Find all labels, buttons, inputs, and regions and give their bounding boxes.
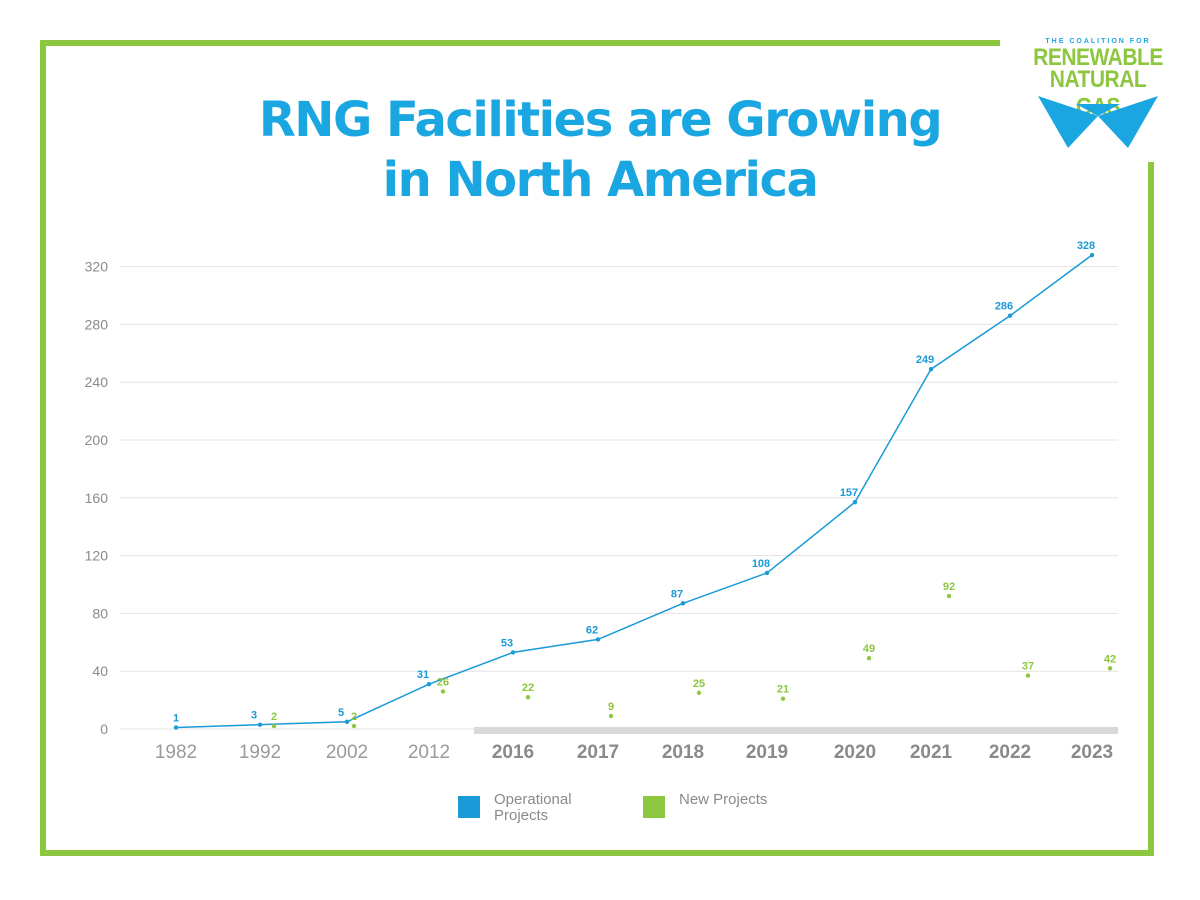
new-data-label: 9	[608, 701, 614, 713]
x-tick-label: 2019	[746, 742, 788, 763]
bowtie-logo-icon	[1038, 96, 1158, 148]
x-tick-label: 1982	[155, 742, 197, 763]
title-line-1: RNG Facilities are Growing	[258, 92, 943, 148]
operational-point	[764, 570, 770, 576]
legend-label-operational: Operational Projects	[494, 791, 572, 824]
chart-title: RNG Facilities are Growing in North Amer…	[100, 90, 1100, 210]
new-point	[780, 696, 786, 701]
logo-small-text: THE COALITION FOR	[1045, 38, 1151, 45]
operational-data-label: 249	[916, 354, 934, 366]
operational-point	[510, 650, 516, 655]
operational-point	[680, 601, 686, 606]
operational-data-label: 87	[671, 588, 683, 600]
y-tick-label: 320	[85, 259, 109, 275]
chart-frame	[40, 40, 1154, 856]
y-tick-label: 200	[85, 432, 109, 448]
y-tick-label: 120	[85, 548, 109, 564]
x-tick-label: 1992	[239, 742, 281, 763]
new-point	[1107, 666, 1113, 671]
highlight-axis-band	[474, 727, 1118, 734]
x-tick-label: 2018	[662, 742, 704, 763]
y-tick-label: 280	[85, 316, 109, 332]
logo-gap	[1000, 30, 1175, 162]
y-tick-label: 160	[85, 490, 109, 506]
legend-operational: Operational Projects	[458, 792, 594, 824]
new-point	[1025, 673, 1031, 678]
y-tick-label: 40	[92, 663, 108, 679]
x-tick-label: 2021	[910, 742, 953, 763]
operational-data-label: 157	[840, 487, 858, 499]
operational-point	[1007, 313, 1013, 318]
x-tick-label: 2016	[492, 742, 534, 763]
operational-point	[852, 499, 858, 505]
new-data-label: 49	[863, 643, 875, 655]
operational-point	[344, 719, 350, 724]
x-axis-ticks: 1982 1992 2002 2012 2016 2017 2018 2019 2020 2021…	[155, 742, 1113, 763]
logo-line1: RENEWABLE	[1033, 44, 1163, 71]
y-axis-ticks: 0 40 80 120 160 200 240 280 320	[85, 259, 109, 737]
y-tick-label: 240	[85, 374, 109, 390]
new-data-label: 2	[351, 711, 357, 723]
operational-data-label: 31	[417, 669, 429, 681]
new-point	[608, 713, 614, 719]
operational-point	[928, 366, 934, 372]
x-tick-label: 2017	[577, 742, 619, 763]
operational-data-label: 3	[251, 710, 257, 722]
new-data-label: 26	[437, 676, 449, 688]
new-point	[696, 690, 702, 696]
grid-lines	[120, 266, 1118, 730]
operational-point	[1089, 252, 1095, 258]
legend-swatch-operational	[458, 796, 480, 818]
new-data-label: 92	[943, 581, 955, 593]
new-point	[866, 655, 872, 661]
x-tick-label: 2020	[834, 742, 876, 763]
new-point	[525, 695, 531, 700]
new-point	[351, 723, 357, 729]
x-tick-label: 2002	[326, 742, 368, 763]
operational-data-label: 53	[501, 637, 513, 649]
new-point	[440, 689, 446, 694]
operational-point	[426, 682, 432, 687]
new-data-label: 25	[693, 678, 705, 690]
new-data-label: 37	[1022, 661, 1034, 673]
new-data-label: 2	[271, 711, 277, 723]
legend-label-new: New Projects	[679, 791, 768, 808]
operational-data-label: 108	[752, 558, 770, 570]
operational-data-label: 286	[995, 301, 1013, 313]
operational-data-label: 1	[173, 713, 179, 725]
new-point	[946, 593, 952, 599]
operational-point	[173, 725, 179, 730]
new-data-label: 21	[777, 684, 789, 696]
x-tick-label: 2023	[1071, 742, 1113, 763]
title-line-2: in North America	[382, 152, 819, 208]
operational-line	[175, 254, 1093, 729]
legend-swatch-new	[643, 796, 665, 818]
new-data-label: 22	[522, 682, 534, 694]
new-point	[271, 723, 277, 729]
new-data-label: 42	[1104, 653, 1116, 665]
y-tick-label: 0	[100, 721, 108, 737]
legend-new: New Projects	[643, 792, 779, 818]
x-tick-label: 2022	[989, 742, 1031, 763]
y-tick-label: 80	[92, 605, 108, 621]
x-tick-label: 2012	[408, 742, 450, 763]
rng-coalition-logo: THE COALITION FOR RENEWABLE NATURAL GAS	[1028, 34, 1168, 154]
operational-point	[257, 722, 263, 727]
operational-data-label: 328	[1077, 240, 1095, 252]
operational-data-label: 62	[586, 624, 598, 636]
operational-point	[595, 637, 601, 642]
operational-data-label: 5	[338, 707, 344, 719]
